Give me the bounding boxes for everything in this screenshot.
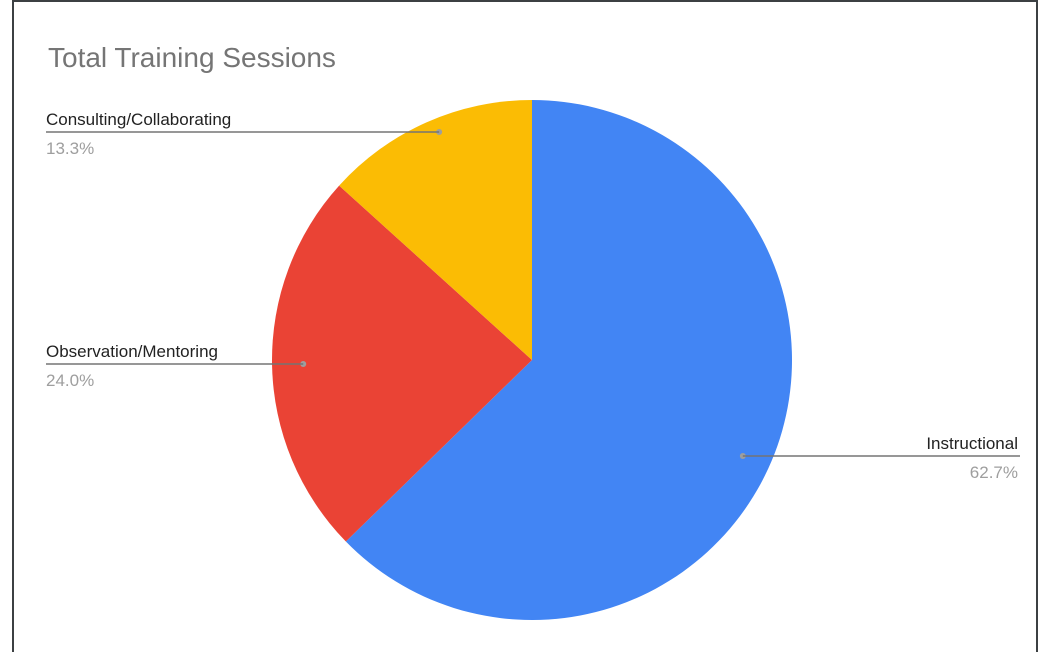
pie-slice-consulting-collaborating[interactable] xyxy=(339,100,532,360)
slice-value-label: 62.7% xyxy=(970,463,1018,482)
slice-label: Observation/Mentoring xyxy=(46,342,218,361)
chart-title: Total Training Sessions xyxy=(48,42,336,73)
slice-label: Consulting/Collaborating xyxy=(46,110,231,129)
pie-slices xyxy=(272,100,792,620)
slice-label: Instructional xyxy=(926,434,1018,453)
slice-value-label: 24.0% xyxy=(46,371,94,390)
slice-value-label: 13.3% xyxy=(46,139,94,158)
pie-slice-instructional[interactable] xyxy=(345,100,792,620)
pie-slice-observation-mentoring[interactable] xyxy=(272,185,532,542)
slice-labels: Instructional 62.7% Observation/Mentoring 2… xyxy=(46,110,1020,482)
